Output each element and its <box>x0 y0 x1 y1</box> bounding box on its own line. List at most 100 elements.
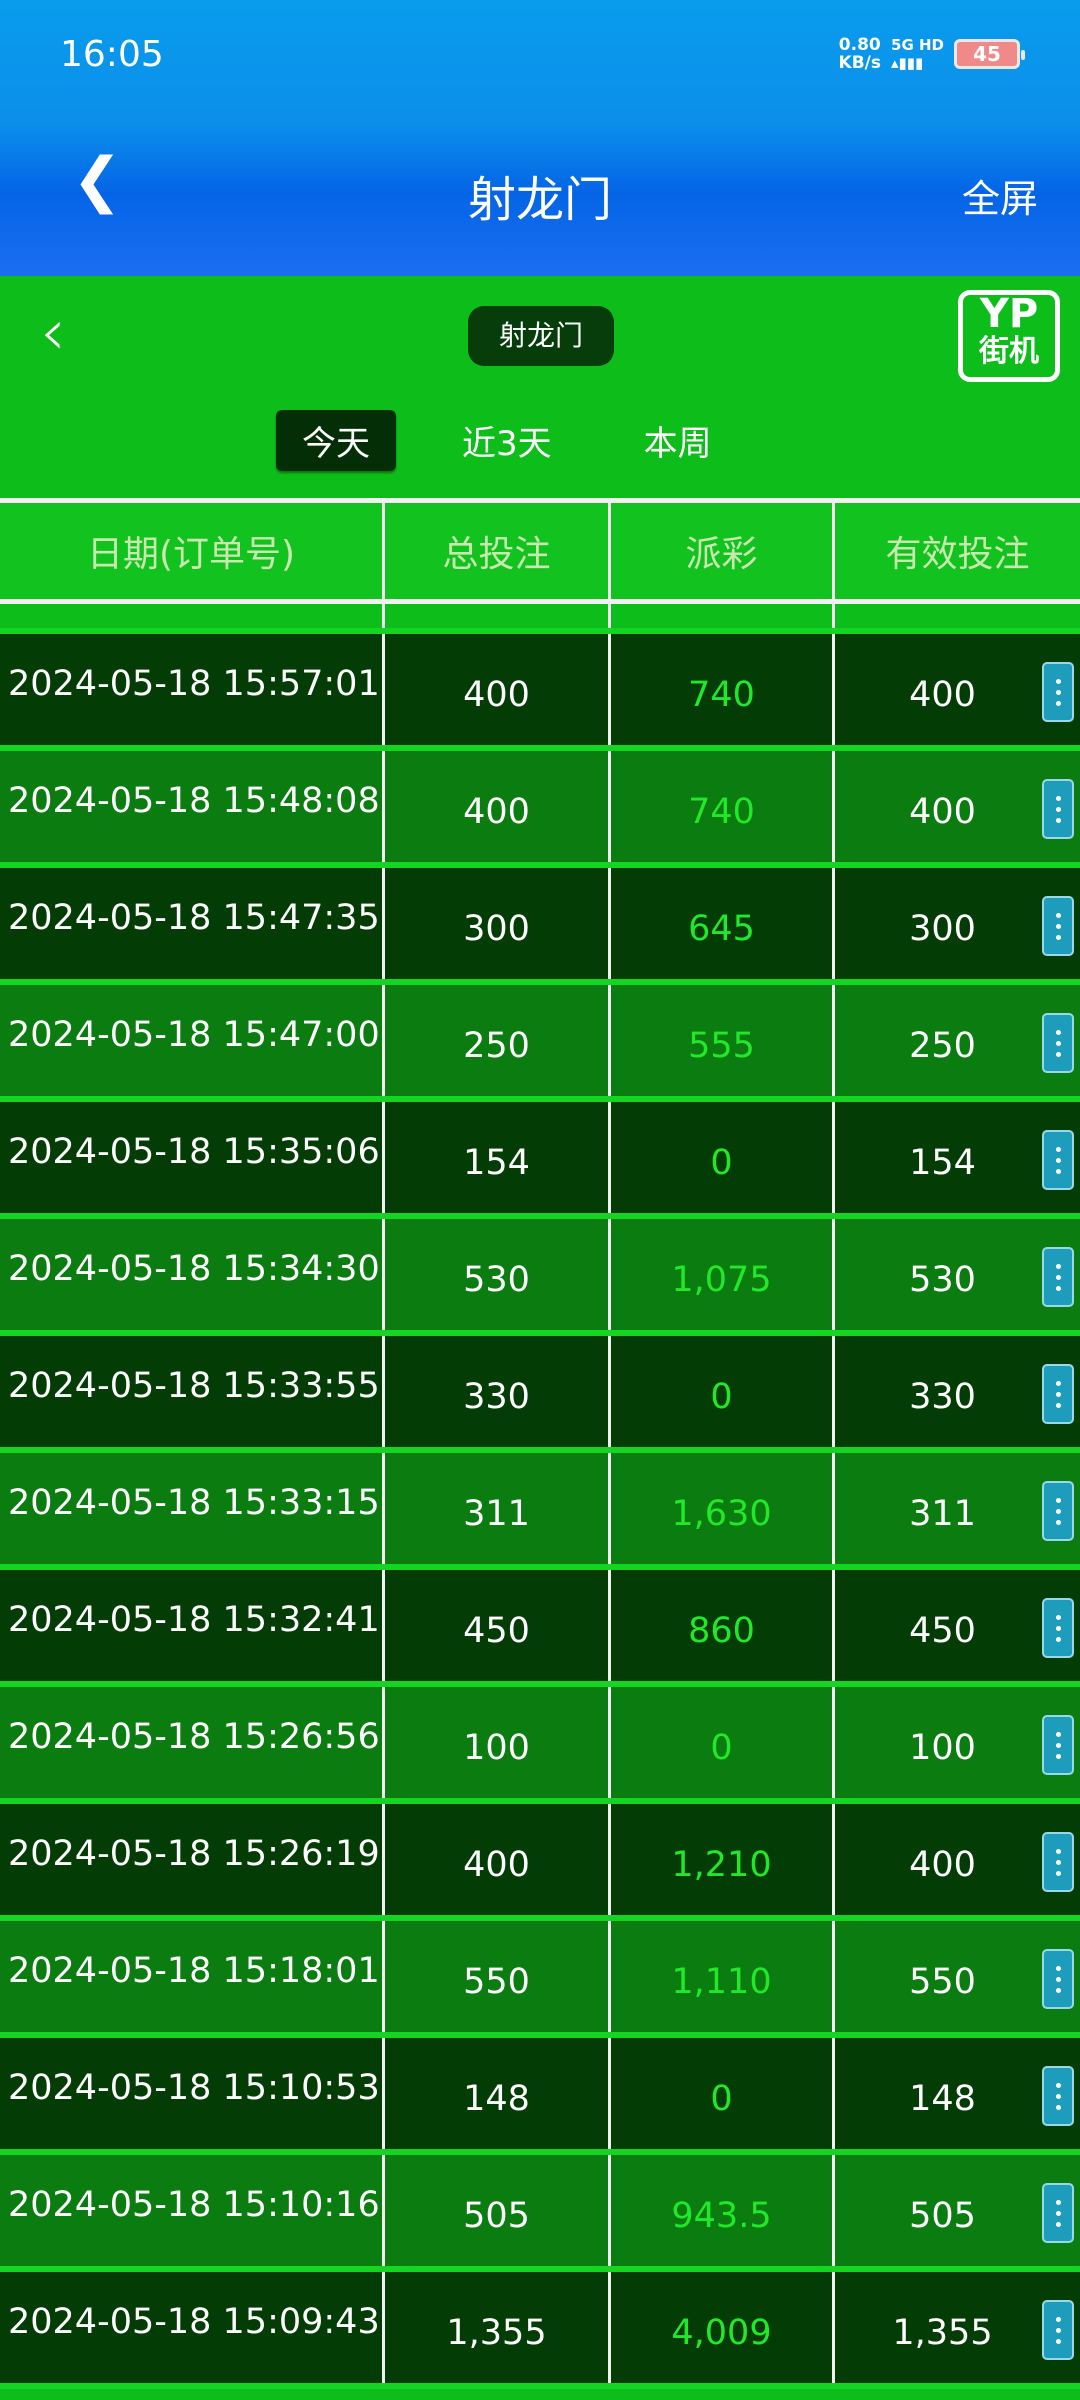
date-cell: 2024-05-18 15:18:01 <box>0 1921 385 2032</box>
valid-bet-cell: 148 <box>909 2078 976 2119</box>
more-options-icon[interactable] <box>1042 1130 1074 1190</box>
valid-bet-cell: 1,355 <box>892 2312 993 2353</box>
header-payout: 派彩 <box>611 503 835 599</box>
total-bet-cell: 400 <box>385 751 611 862</box>
back-icon[interactable]: ❮ <box>72 145 123 215</box>
date-cell: 2024-05-18 15:10:16 <box>0 2155 385 2266</box>
more-options-icon[interactable] <box>1042 2300 1074 2360</box>
more-options-icon[interactable] <box>1042 1247 1074 1307</box>
tab-today[interactable]: 今天 <box>276 410 396 471</box>
valid-bet-cell: 100 <box>909 1727 976 1768</box>
date-cell: 2024-05-18 15:10:53 <box>0 2038 385 2149</box>
payout-cell: 645 <box>611 868 835 979</box>
valid-bet-cell: 250 <box>909 1025 976 1066</box>
valid-bet-cell: 400 <box>909 791 976 832</box>
battery-icon: 45 <box>954 39 1025 69</box>
payout-cell: 555 <box>611 985 835 1096</box>
more-options-icon[interactable] <box>1042 1598 1074 1658</box>
table-row: 2024-05-18 15:09:43 1,355 4,009 1,355 <box>0 2272 1080 2389</box>
table-row: 2024-05-18 15:26:19 400 1,210 400 <box>0 1804 1080 1921</box>
valid-bet-cell: 300 <box>909 908 976 949</box>
more-options-icon[interactable] <box>1042 662 1074 722</box>
network-type: 5G HD <box>891 36 944 54</box>
tab-week[interactable]: 本周 <box>643 424 712 464</box>
date-cell: 2024-05-18 15:26:19 <box>0 1804 385 1915</box>
table-row: 2024-05-18 15:47:35 300 645 300 <box>0 868 1080 985</box>
game-panel: ‹ 射龙门 YP 街机 今天 近3天 本周 日期(订单号) 总投注 派彩 有效投注… <box>0 276 1080 2400</box>
header-total-bet: 总投注 <box>385 503 611 599</box>
payout-cell: 860 <box>611 1570 835 1681</box>
payout-cell: 0 <box>611 1687 835 1798</box>
total-bet-cell: 530 <box>385 1219 611 1330</box>
payout-cell: 1,630 <box>611 1453 835 1564</box>
date-cell: 2024-05-18 15:26:56 <box>0 1687 385 1798</box>
total-bet-cell: 505 <box>385 2155 611 2266</box>
valid-bet-cell: 505 <box>909 2195 976 2236</box>
total-bet-cell: 1,355 <box>385 2272 611 2383</box>
more-options-icon[interactable] <box>1042 1715 1074 1775</box>
payout-cell: 943.5 <box>611 2155 835 2266</box>
table-row: 2024-05-18 15:57:01 400 740 400 <box>0 634 1080 751</box>
more-options-icon[interactable] <box>1042 1364 1074 1424</box>
valid-bet-cell: 400 <box>909 1844 976 1885</box>
date-cell: 2024-05-18 15:34:30 <box>0 1219 385 1330</box>
payout-cell: 4,009 <box>611 2272 835 2383</box>
valid-bet-cell: 530 <box>909 1259 976 1300</box>
table-body[interactable]: 2024-05-18 15:57:01 400 740 400 2024-05-18 1… <box>0 634 1080 2389</box>
more-options-icon[interactable] <box>1042 1949 1074 2009</box>
signal-icon: 5G HD ▴▮▮▮ <box>891 36 944 72</box>
valid-bet-cell: 330 <box>909 1376 976 1417</box>
date-cell: 2024-05-18 15:35:06 <box>0 1102 385 1213</box>
date-cell: 2024-05-18 15:47:35 <box>0 868 385 979</box>
more-options-icon[interactable] <box>1042 1481 1074 1541</box>
valid-bet-cell: 400 <box>909 674 976 715</box>
payout-cell: 1,075 <box>611 1219 835 1330</box>
payout-cell: 740 <box>611 634 835 745</box>
table-row: 2024-05-18 15:34:30 530 1,075 530 <box>0 1219 1080 1336</box>
date-cell: 2024-05-18 15:47:00 <box>0 985 385 1096</box>
valid-bet-cell: 550 <box>909 1961 976 2002</box>
date-cell: 2024-05-18 15:48:08 <box>0 751 385 862</box>
table-row: 2024-05-18 15:47:00 250 555 250 <box>0 985 1080 1102</box>
date-cell: 2024-05-18 15:33:55 <box>0 1336 385 1447</box>
more-options-icon[interactable] <box>1042 2183 1074 2243</box>
more-options-icon[interactable] <box>1042 1832 1074 1892</box>
valid-bet-cell: 311 <box>909 1493 976 1534</box>
date-cell: 2024-05-18 15:33:15 <box>0 1453 385 1564</box>
total-bet-cell: 300 <box>385 868 611 979</box>
more-options-icon[interactable] <box>1042 2066 1074 2126</box>
total-bet-cell: 400 <box>385 634 611 745</box>
date-cell: 2024-05-18 15:57:01 <box>0 634 385 745</box>
more-options-icon[interactable] <box>1042 896 1074 956</box>
speed-value: 0.80 <box>838 35 881 55</box>
payout-cell: 0 <box>611 1336 835 1447</box>
status-time: 16:05 <box>60 34 164 75</box>
total-bet-cell: 330 <box>385 1336 611 1447</box>
total-bet-cell: 550 <box>385 1921 611 2032</box>
table-header: 日期(订单号) 总投注 派彩 有效投注 <box>0 498 1080 604</box>
date-cell: 2024-05-18 15:32:41 <box>0 1570 385 1681</box>
bet-records-table: 日期(订单号) 总投注 派彩 有效投注 2024-05-18 15:57:01 4… <box>0 498 1080 2389</box>
table-row: 2024-05-18 15:18:01 550 1,110 550 <box>0 1921 1080 2038</box>
yp-logo: YP 街机 <box>958 290 1060 382</box>
fullscreen-button[interactable]: 全屏 <box>961 177 1038 221</box>
total-bet-cell: 154 <box>385 1102 611 1213</box>
network-speed: 0.80 KB/s <box>839 36 881 72</box>
payout-cell: 1,110 <box>611 1921 835 2032</box>
header-date: 日期(订单号) <box>0 503 385 599</box>
table-row: 2024-05-18 15:10:53 148 0 148 <box>0 2038 1080 2155</box>
table-row: 2024-05-18 15:48:08 400 740 400 <box>0 751 1080 868</box>
total-bet-cell: 400 <box>385 1804 611 1915</box>
payout-cell: 0 <box>611 2038 835 2149</box>
more-options-icon[interactable] <box>1042 779 1074 839</box>
header-valid-bet: 有效投注 <box>885 534 1030 575</box>
more-options-icon[interactable] <box>1042 1013 1074 1073</box>
tab-3days[interactable]: 近3天 <box>462 424 552 464</box>
total-bet-cell: 100 <box>385 1687 611 1798</box>
total-bet-cell: 250 <box>385 985 611 1096</box>
inner-back-icon[interactable]: ‹ <box>40 296 66 370</box>
payout-cell: 740 <box>611 751 835 862</box>
table-row: 2024-05-18 15:35:06 154 0 154 <box>0 1102 1080 1219</box>
partial-row <box>0 604 1080 634</box>
payout-cell: 0 <box>611 1102 835 1213</box>
